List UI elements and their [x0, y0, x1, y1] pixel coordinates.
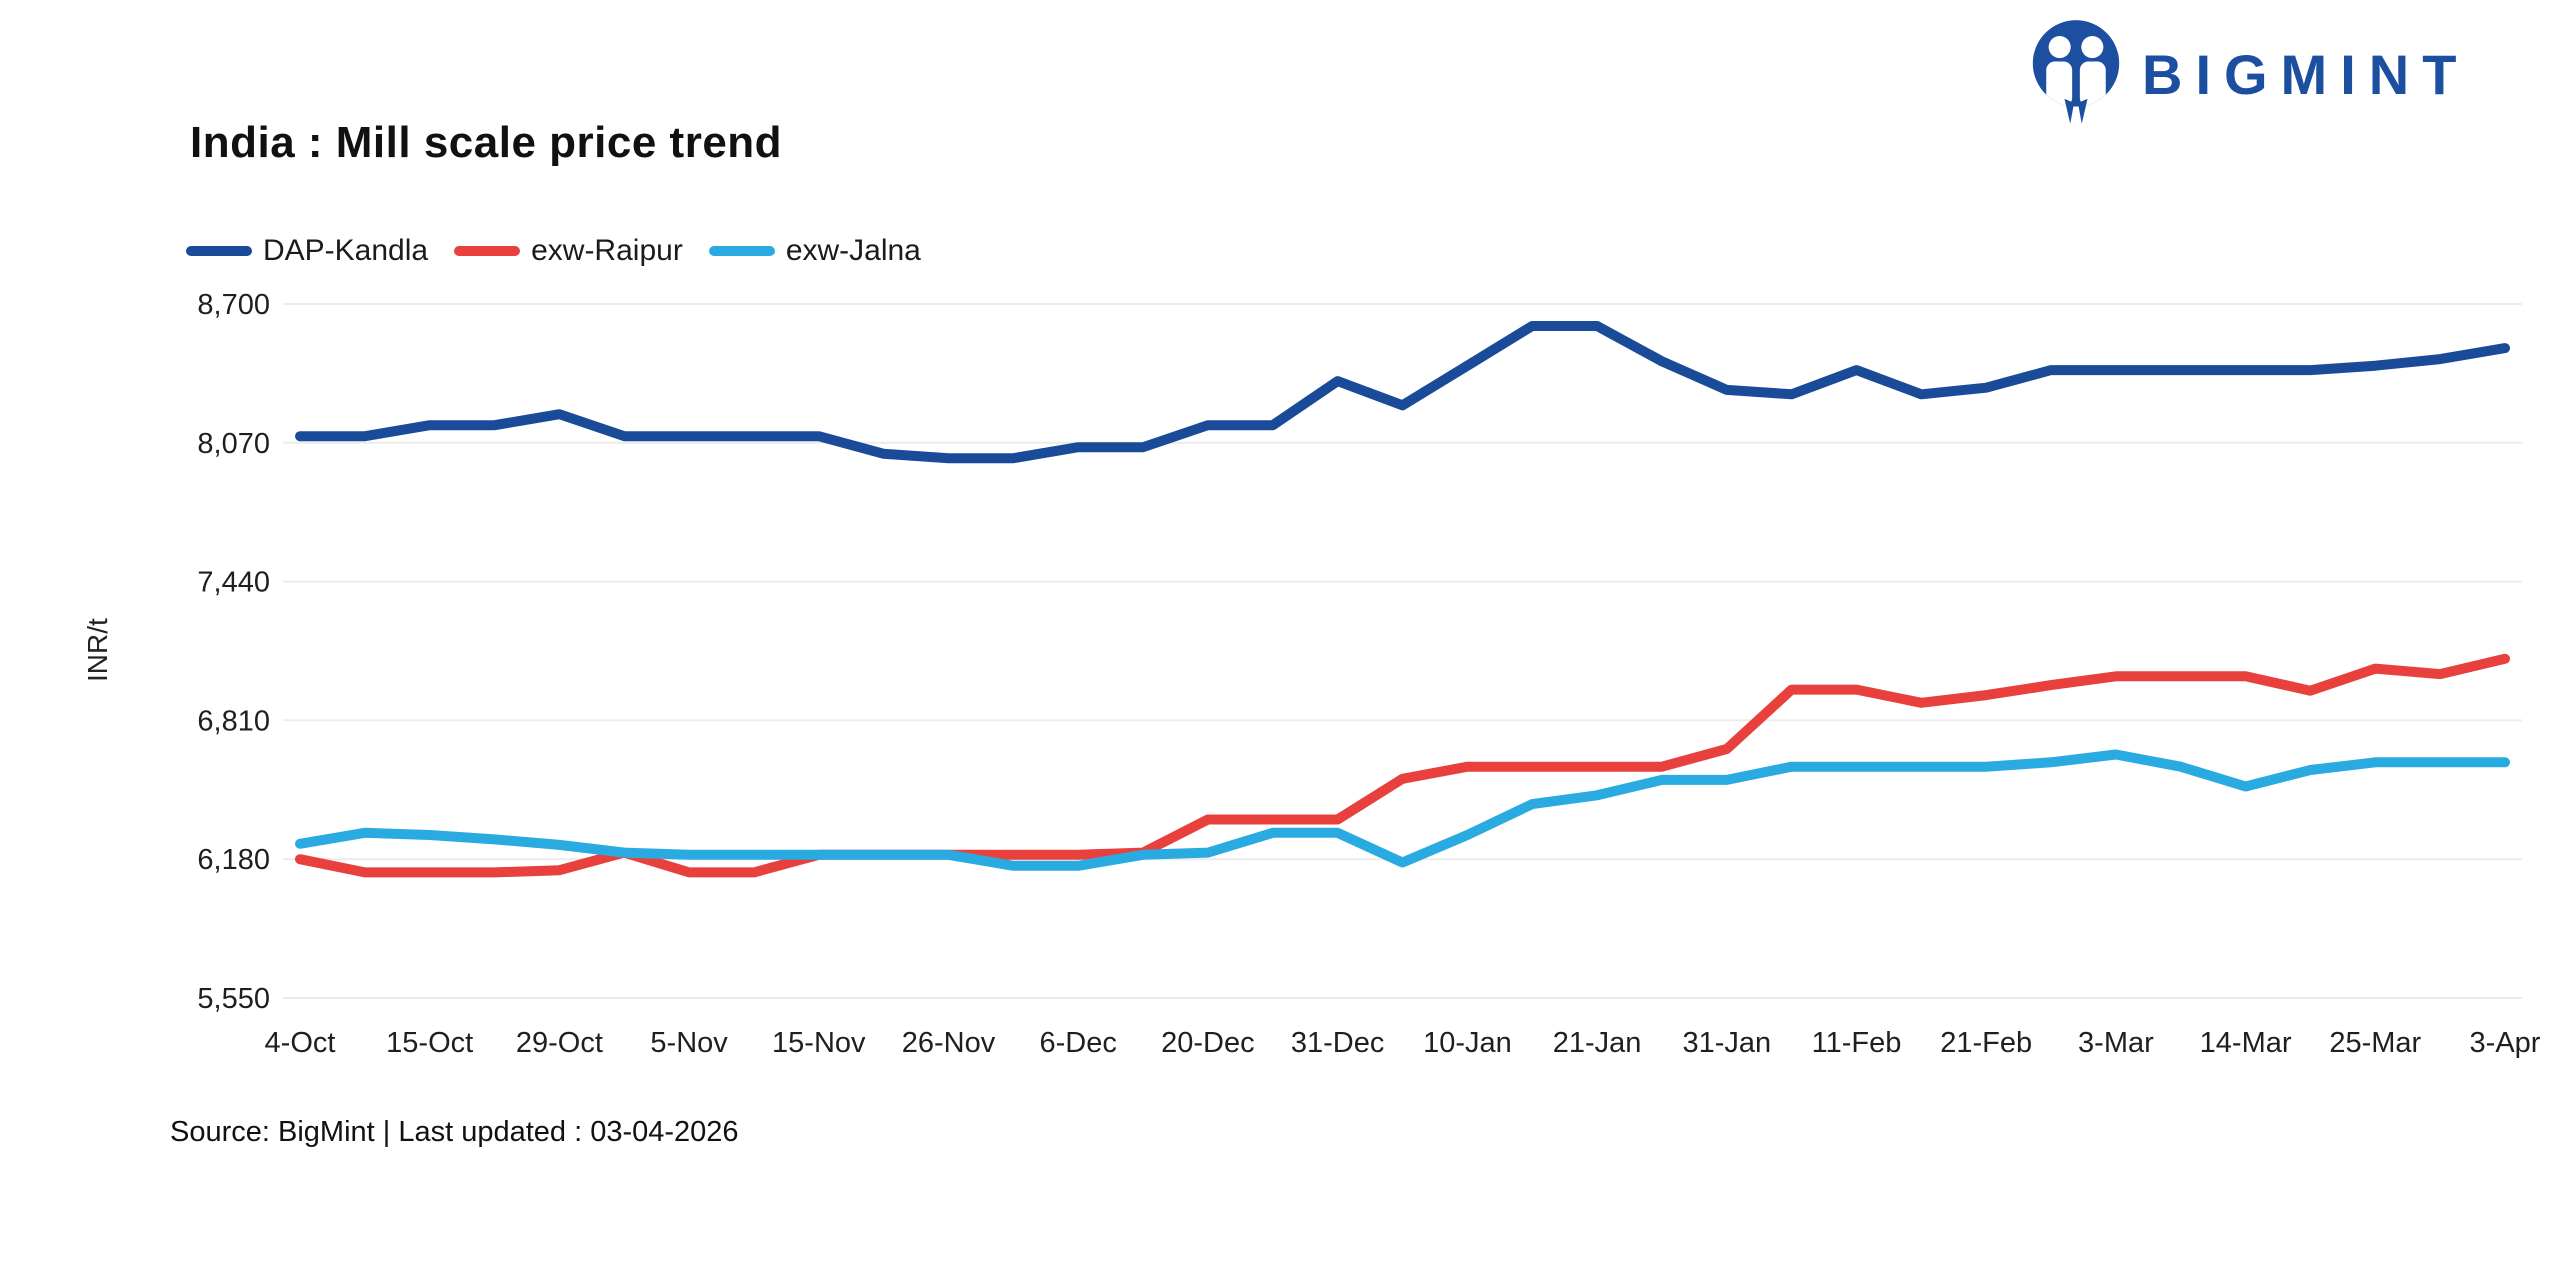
x-tick-label: 31-Jan	[1682, 1027, 1771, 1059]
y-tick-label: 7,440	[197, 567, 270, 599]
x-tick-label: 15-Oct	[386, 1027, 473, 1059]
x-tick-label: 11-Feb	[1812, 1027, 1902, 1059]
legend-label-exw-jalna: exw-Jalna	[785, 234, 921, 267]
y-tick-label: 8,700	[197, 289, 270, 321]
x-tick-label: 14-Mar	[2200, 1027, 2292, 1059]
x-tick-label: 15-Nov	[772, 1027, 866, 1059]
legend-label-dap-kandla: DAP-Kandla	[263, 234, 429, 267]
x-tick-label: 31-Dec	[1291, 1027, 1385, 1059]
y-tick-label: 6,810	[197, 705, 270, 737]
y-tick-label: 8,070	[197, 428, 270, 460]
chart-legend: DAP-Kandla exw-Raipur exw-Jalna	[186, 234, 921, 268]
series-line-DAP-Kandla	[295, 321, 2510, 464]
page-title: India : Mill scale price trend	[190, 118, 783, 167]
x-tick-label: 21-Feb	[1940, 1027, 2032, 1059]
x-tick-label: 3-Mar	[2078, 1027, 2154, 1059]
legend-item-dap-kandla: DAP-Kandla	[186, 234, 428, 268]
series-line-exw-Jalna	[295, 749, 2510, 871]
x-tick-label: 6-Dec	[1040, 1027, 1117, 1059]
x-tick-label: 29-Oct	[516, 1027, 603, 1059]
bigmint-logo: BIGMINT	[2028, 18, 2469, 131]
series-line-exw-Raipur	[295, 653, 2510, 878]
x-tick-label: 5-Nov	[650, 1027, 728, 1059]
bigmint-logo-icon	[2028, 18, 2124, 131]
x-tick-label: 25-Mar	[2329, 1027, 2421, 1059]
x-tick-label: 10-Jan	[1423, 1027, 1512, 1059]
y-tick-label: 6,180	[197, 844, 270, 876]
x-tick-label: 4-Oct	[265, 1027, 336, 1059]
source-note: Source: BigMint | Last updated : 03-04-2…	[170, 1116, 739, 1148]
legend-swatch-exw-jalna-icon	[708, 246, 775, 256]
legend-swatch-dap-kandla-icon	[186, 246, 252, 256]
y-tick-label: 5,550	[197, 983, 270, 1015]
legend-label-exw-raipur: exw-Raipur	[531, 234, 683, 267]
x-tick-label: 26-Nov	[902, 1027, 996, 1059]
legend-item-exw-raipur: exw-Raipur	[454, 234, 683, 268]
bigmint-logo-text: BIGMINT	[2142, 43, 2470, 106]
legend-item-exw-jalna: exw-Jalna	[708, 234, 921, 268]
x-tick-label: 21-Jan	[1553, 1027, 1642, 1059]
x-tick-label: 20-Dec	[1161, 1027, 1255, 1059]
x-tick-label: 3-Apr	[2470, 1027, 2541, 1059]
legend-swatch-exw-raipur-icon	[454, 246, 521, 256]
